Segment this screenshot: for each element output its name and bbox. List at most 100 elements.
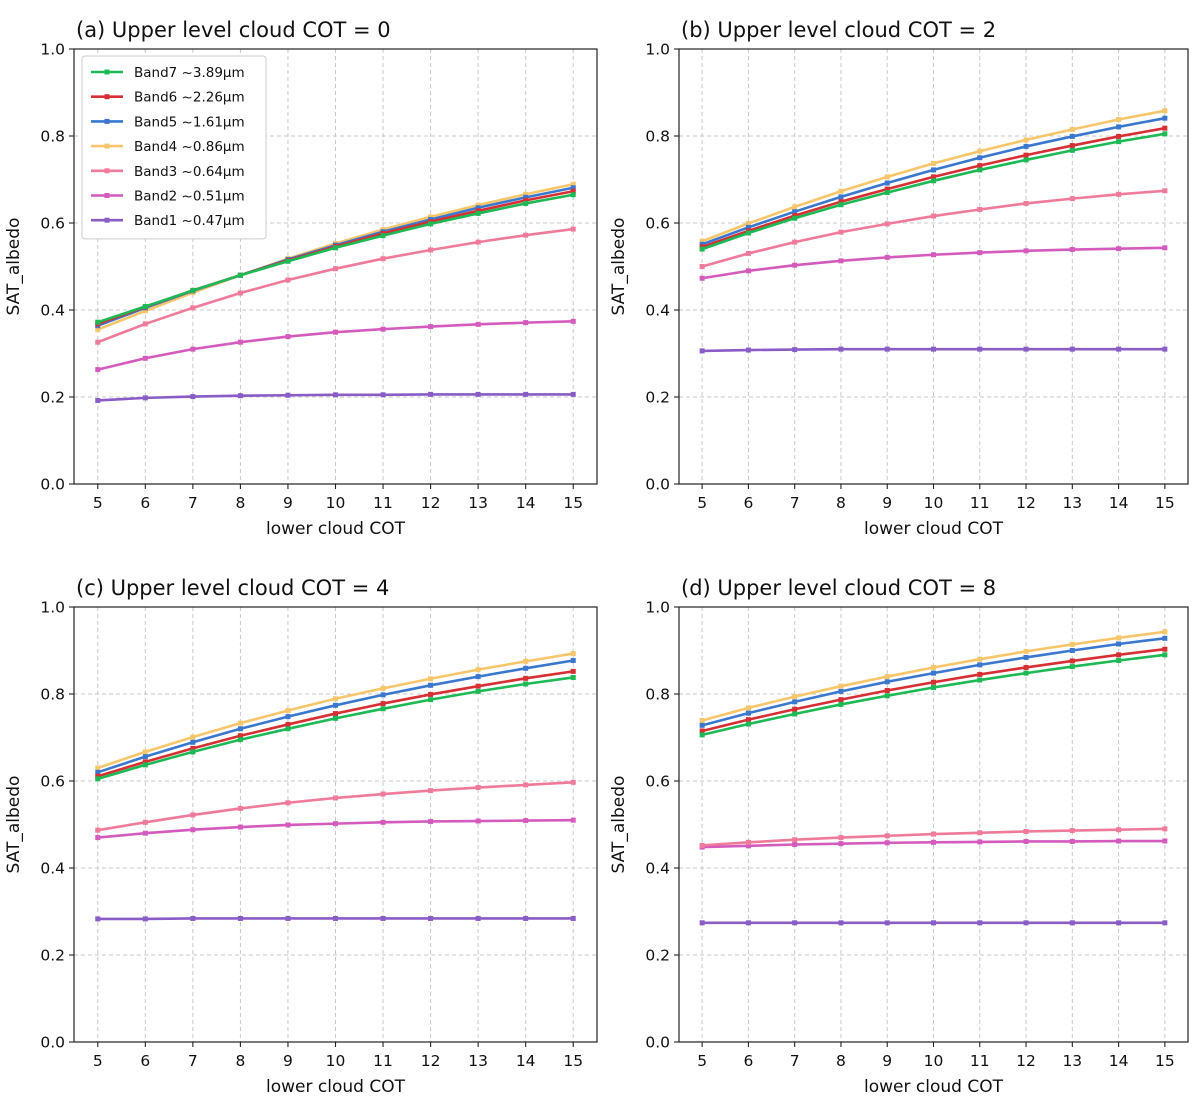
data-point <box>570 817 576 823</box>
data-point <box>428 214 434 220</box>
chart-title: (d) Upper level cloud COT = 8 <box>681 576 996 600</box>
data-point <box>838 697 844 703</box>
data-point <box>237 824 243 830</box>
data-point <box>333 245 338 251</box>
series-band1 <box>699 346 1168 354</box>
x-tick-label: 9 <box>882 494 892 512</box>
legend-label-band2: Band2 ~0.51μm <box>134 189 245 205</box>
legend-label-band4: Band4 ~0.86μm <box>134 139 245 155</box>
data-point <box>523 197 529 203</box>
data-point <box>838 835 844 841</box>
data-point <box>333 329 338 335</box>
data-point <box>333 711 338 717</box>
data-point <box>475 391 481 397</box>
data-point <box>884 190 890 196</box>
data-point <box>285 915 291 921</box>
data-point <box>745 224 751 230</box>
x-tick-label: 5 <box>697 1052 707 1070</box>
data-point <box>745 230 751 236</box>
y-axis-label: SAT_albedo <box>609 218 629 316</box>
x-tick-label: 6 <box>140 1052 150 1070</box>
data-point <box>428 247 434 253</box>
x-tick-label: 10 <box>924 1052 944 1070</box>
data-point <box>428 788 434 794</box>
data-point <box>523 915 529 921</box>
data-point <box>931 213 936 219</box>
series-band6 <box>699 646 1168 734</box>
data-point <box>285 277 291 283</box>
y-tick-label: 0.4 <box>645 860 670 878</box>
x-tick-label: 12 <box>421 494 441 512</box>
series-band1 <box>699 920 1168 926</box>
data-point <box>95 367 101 373</box>
chart-panel-0: 5 6 7 8 9 10 11 12 13 14 15 0.0 0.2 0.4 0.6 0.8 1.0 (a) U… <box>4 18 598 539</box>
data-point <box>1069 133 1075 139</box>
y-tick-label: 0.8 <box>645 686 670 704</box>
data-point <box>333 821 338 827</box>
legend-label-band7: Band7 ~3.89μm <box>134 65 245 81</box>
x-tick-label: 7 <box>188 494 198 512</box>
y-axis-label: SAT_albedo <box>4 218 24 316</box>
x-tick-label: 7 <box>188 1052 198 1070</box>
x-tick-label: 5 <box>93 494 103 512</box>
data-point <box>1023 838 1029 844</box>
data-point <box>523 658 529 664</box>
y-tick-label: 0.0 <box>40 476 65 494</box>
data-point <box>237 290 243 296</box>
data-point <box>745 250 751 256</box>
data-point <box>1023 152 1029 158</box>
y-tick-label: 0.6 <box>40 773 65 791</box>
x-tick-label: 6 <box>140 494 150 512</box>
data-point <box>428 697 434 703</box>
data-point <box>237 737 243 743</box>
data-point <box>1023 920 1029 926</box>
data-point <box>1162 188 1168 194</box>
data-point <box>884 920 890 926</box>
data-point <box>792 262 798 268</box>
data-point <box>931 167 936 173</box>
data-point <box>475 208 481 214</box>
data-point <box>745 705 751 711</box>
data-point <box>745 920 751 926</box>
data-point <box>977 163 983 169</box>
data-point <box>838 920 844 926</box>
data-point <box>884 674 890 680</box>
series-band7 <box>95 192 576 325</box>
data-point <box>931 346 936 352</box>
x-tick-label: 13 <box>468 1052 488 1070</box>
x-tick-label: 11 <box>970 1052 990 1070</box>
legend-label-band6: Band6 ~2.26μm <box>134 90 245 106</box>
data-point <box>475 210 481 216</box>
data-point <box>523 782 529 788</box>
data-point <box>142 759 148 765</box>
data-point <box>1116 920 1122 926</box>
data-point <box>1069 920 1075 926</box>
data-point <box>745 839 751 845</box>
data-point <box>380 915 386 921</box>
data-point <box>838 194 844 200</box>
data-point <box>475 915 481 921</box>
data-point <box>95 327 101 333</box>
chart-panel-1: 5 6 7 8 9 10 11 12 13 14 15 0.0 0.2 0.4 0.6 0.8 1.0 (b) U… <box>609 18 1189 539</box>
data-point <box>977 155 983 161</box>
data-point <box>931 670 936 676</box>
data-point <box>884 688 890 694</box>
series-band5 <box>699 635 1168 728</box>
data-point <box>428 682 434 688</box>
data-point <box>142 916 148 922</box>
chart-panel-2: 5 6 7 8 9 10 11 12 13 14 15 0.0 0.2 0.4 0.6 0.8 1.0 (c) U… <box>4 576 598 1096</box>
data-point <box>1069 648 1075 653</box>
data-point <box>475 683 481 689</box>
legend-marker <box>104 193 110 198</box>
x-tick-label: 6 <box>743 494 753 512</box>
data-point <box>380 326 386 332</box>
data-point <box>190 305 196 311</box>
data-point <box>1162 629 1168 635</box>
data-point <box>95 916 101 922</box>
data-point <box>792 699 798 705</box>
data-point <box>570 915 576 921</box>
data-point <box>1116 116 1122 122</box>
x-tick-label: 15 <box>1155 494 1175 512</box>
x-tick-label: 9 <box>882 1052 892 1070</box>
